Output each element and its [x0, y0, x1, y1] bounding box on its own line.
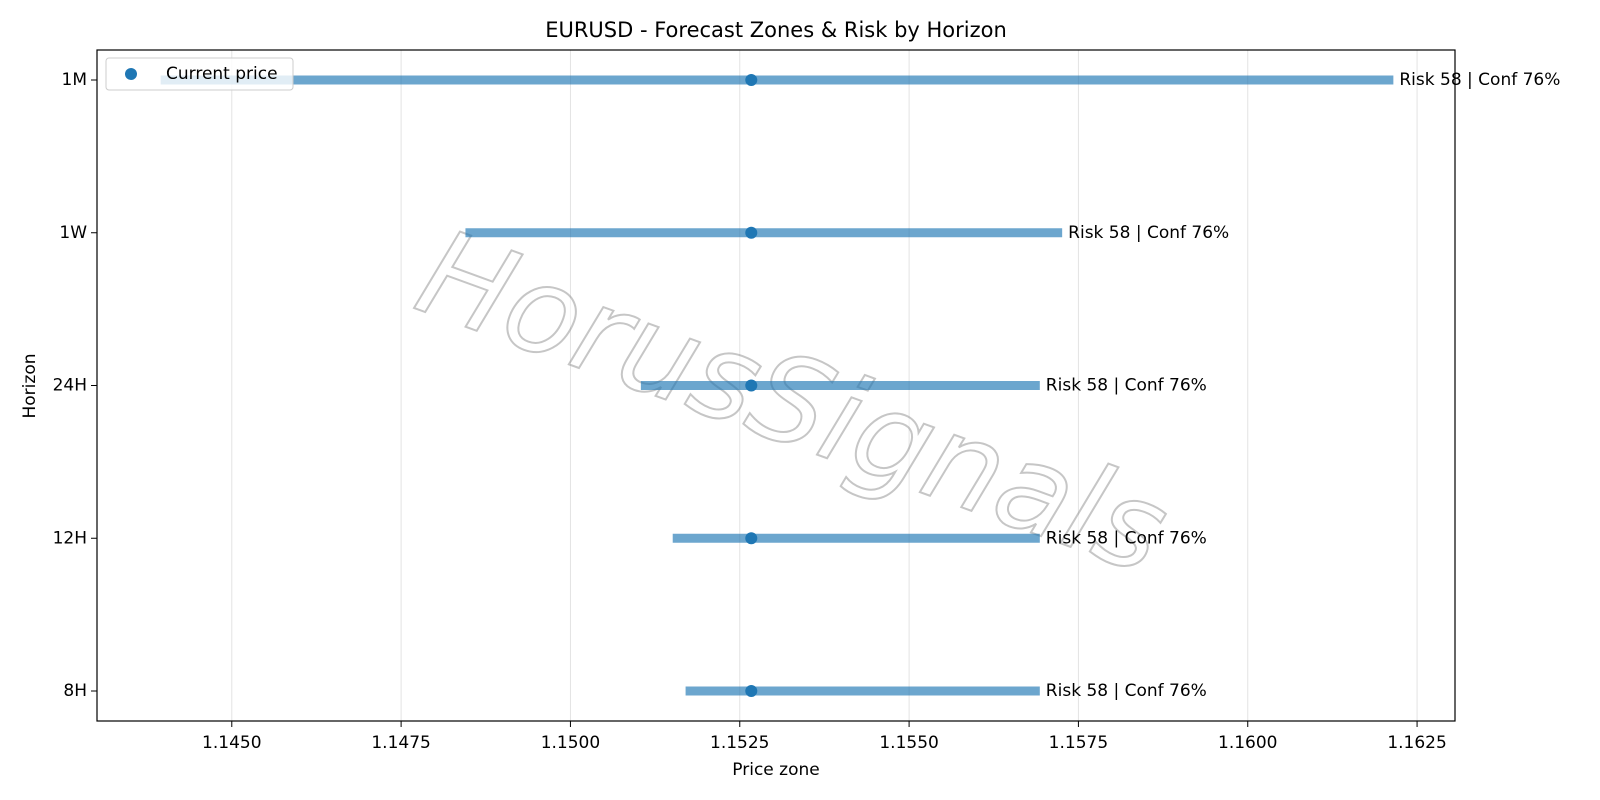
current-price-dot [745, 226, 758, 239]
x-tick-label: 1.1600 [1218, 733, 1277, 753]
current-price-dot [745, 379, 758, 392]
annotation: Risk 58 | Conf 76% [1046, 376, 1207, 396]
legend-marker [125, 68, 137, 80]
legend-label: Current price [166, 64, 278, 84]
x-tick-label: 1.1575 [1049, 733, 1108, 753]
current-price-dot [745, 532, 758, 545]
annotation: Risk 58 | Conf 76% [1399, 70, 1560, 90]
x-axis-label: Price zone [732, 760, 819, 780]
x-tick-label: 1.1450 [202, 733, 261, 753]
annotation: Risk 58 | Conf 76% [1068, 223, 1229, 243]
annotation: Risk 58 | Conf 76% [1046, 528, 1207, 548]
y-tick-label: 8H [63, 681, 87, 701]
x-tick-label: 1.1625 [1387, 733, 1446, 753]
current-price-dot [745, 685, 758, 697]
y-tick-label: 12H [53, 528, 87, 548]
x-tick-label: 1.1500 [541, 733, 600, 753]
x-tick-label: 1.1475 [371, 733, 430, 753]
legend-box [105, 57, 294, 91]
annotation: Risk 58 | Conf 76% [1046, 681, 1207, 701]
current-price-dot [745, 74, 758, 86]
y-tick-label: 1W [59, 223, 87, 243]
plot-frame [96, 49, 1456, 722]
y-axis-label: Horizon [20, 354, 40, 419]
y-tick-label: 1M [62, 70, 87, 90]
y-tick-label: 24H [53, 376, 87, 396]
x-tick-label: 1.1525 [710, 733, 769, 753]
x-tick-label: 1.1550 [879, 733, 938, 753]
chart-title: EURUSD - Forecast Zones & Risk by Horizo… [545, 18, 1007, 42]
